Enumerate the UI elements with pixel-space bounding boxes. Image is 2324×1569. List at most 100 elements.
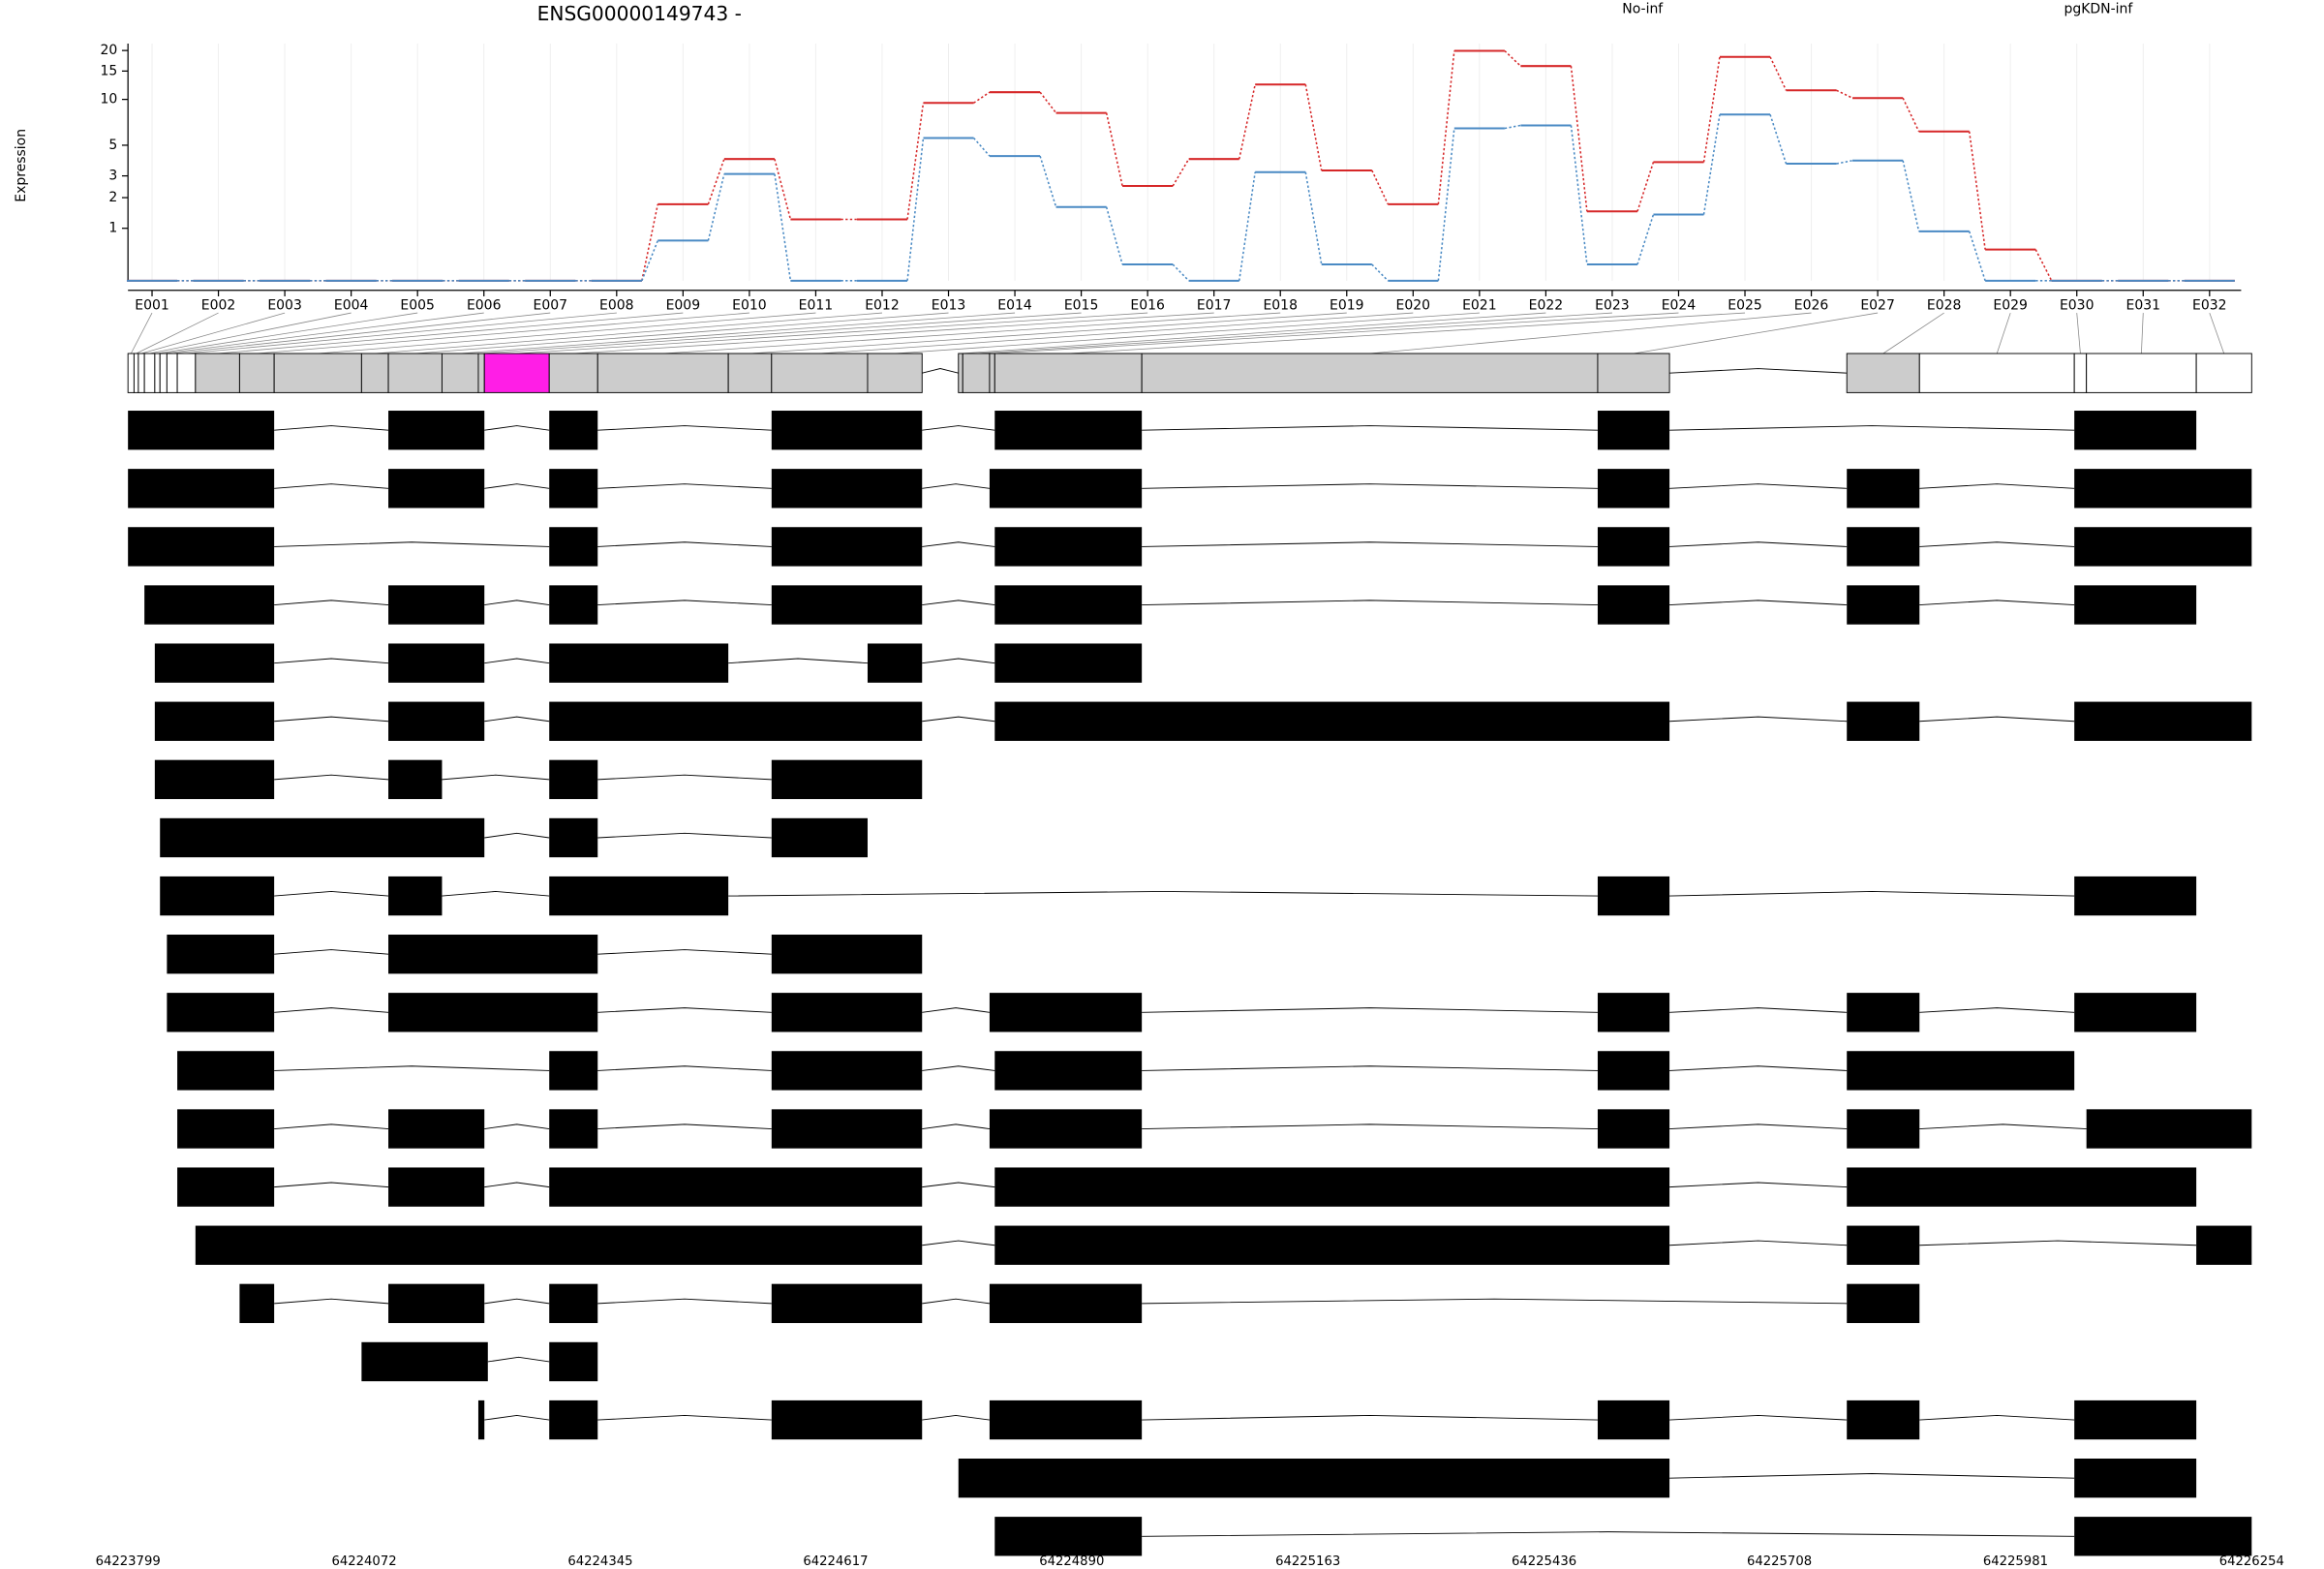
transcript-exon bbox=[167, 993, 275, 1032]
transcript-exon bbox=[128, 527, 275, 567]
step-connector bbox=[1968, 131, 1986, 250]
step-connector bbox=[1968, 231, 1986, 282]
transcript-exon bbox=[994, 1051, 1143, 1091]
transcript-exon bbox=[989, 993, 1143, 1032]
x-tick-label: E020 bbox=[1396, 297, 1430, 313]
exon-connector bbox=[516, 312, 1148, 354]
transcript-exon bbox=[994, 1225, 1670, 1265]
transcript-intron bbox=[1669, 1414, 1848, 1421]
transcript-exon bbox=[771, 817, 868, 858]
transcript-intron bbox=[922, 600, 995, 606]
exon-connector bbox=[960, 312, 1546, 354]
transcript-intron bbox=[1142, 1065, 1598, 1071]
step-connector bbox=[1902, 97, 1920, 133]
step-connector bbox=[1172, 263, 1190, 282]
transcript-exon bbox=[195, 1225, 923, 1265]
transcript-exon bbox=[128, 469, 275, 508]
transcript-exon bbox=[549, 817, 598, 858]
exon bbox=[159, 353, 168, 393]
transcript-intron bbox=[1669, 890, 2075, 897]
x-tick-label: E027 bbox=[1860, 297, 1894, 313]
exon bbox=[1597, 353, 1670, 393]
x-tick-label: E008 bbox=[599, 297, 634, 313]
step-connector bbox=[1238, 84, 1256, 160]
transcript-exon bbox=[1597, 585, 1670, 625]
transcript-exon bbox=[771, 411, 923, 450]
step-connector bbox=[972, 137, 991, 157]
exon bbox=[154, 353, 161, 393]
transcript-exon bbox=[167, 935, 275, 974]
transcript-exon bbox=[549, 1341, 598, 1382]
y-tick-label: 15 bbox=[101, 63, 118, 78]
exon-connector bbox=[1068, 312, 1746, 354]
transcript-exon bbox=[388, 876, 443, 916]
exon bbox=[166, 353, 178, 393]
transcript-exon bbox=[2074, 876, 2197, 916]
exon-connector bbox=[2209, 312, 2225, 354]
step-connector bbox=[1504, 49, 1521, 67]
step-connector bbox=[641, 203, 659, 281]
genome-tick-label: 64226254 bbox=[2219, 1554, 2284, 1569]
transcript-exon bbox=[2086, 1109, 2252, 1149]
x-tick-label: E022 bbox=[1529, 297, 1564, 313]
exon bbox=[127, 353, 135, 393]
transcript-exon bbox=[771, 1051, 923, 1091]
transcript-intron bbox=[274, 1123, 389, 1129]
exon bbox=[138, 353, 145, 393]
transcript-intron bbox=[274, 1298, 389, 1305]
transcript-exon bbox=[1847, 585, 1920, 625]
transcript-intron bbox=[484, 483, 550, 489]
exon-connector bbox=[414, 312, 949, 354]
exon-connector bbox=[186, 312, 617, 354]
chart-title: ENSG00000149743 - bbox=[537, 2, 742, 25]
exon bbox=[483, 353, 550, 393]
transcript-exon bbox=[549, 469, 598, 508]
transcript-exon bbox=[388, 643, 485, 683]
transcript-exon bbox=[154, 643, 275, 683]
transcript-exon bbox=[1597, 1051, 1670, 1091]
legend-entry: pgKDN-inf bbox=[2064, 1, 2133, 16]
y-tick-label: 1 bbox=[108, 221, 117, 236]
step-connector bbox=[1504, 124, 1521, 130]
exon-connector bbox=[2141, 313, 2144, 354]
step-connector bbox=[1304, 84, 1323, 171]
step-connector bbox=[906, 138, 925, 281]
transcript-intron bbox=[1669, 1182, 1848, 1188]
exon bbox=[1918, 353, 2075, 393]
transcript-intron bbox=[597, 774, 772, 781]
transcript-exon bbox=[1847, 1283, 1920, 1324]
transcript-exon bbox=[2074, 411, 2197, 450]
x-tick-label: E010 bbox=[732, 297, 767, 313]
transcript-exon bbox=[549, 1167, 923, 1207]
transcript-intron bbox=[1919, 483, 2075, 489]
transcript-exon bbox=[388, 759, 443, 800]
transcript-exon bbox=[361, 1341, 488, 1382]
transcript-exon bbox=[1847, 1400, 1920, 1440]
transcript-intron bbox=[274, 600, 389, 606]
x-tick-label: E007 bbox=[534, 297, 568, 313]
transcript-intron bbox=[274, 716, 389, 723]
step-connector bbox=[1570, 66, 1588, 212]
transcript-exon bbox=[160, 876, 275, 916]
transcript-exon bbox=[958, 1458, 1670, 1498]
transcript-exon bbox=[388, 1283, 485, 1324]
transcript-exon bbox=[2074, 585, 2197, 625]
transcript-exon bbox=[771, 469, 923, 508]
step-connector bbox=[641, 240, 659, 282]
transcript-exon bbox=[2074, 469, 2252, 508]
y-tick-label: 2 bbox=[108, 190, 117, 205]
x-tick-label: E031 bbox=[2126, 297, 2161, 313]
transcript-intron bbox=[922, 716, 995, 723]
transcript-intron bbox=[597, 1123, 772, 1129]
transcript-exon bbox=[388, 1109, 485, 1149]
exon bbox=[727, 353, 773, 393]
transcript-intron bbox=[1919, 600, 2075, 606]
transcript-exon bbox=[2196, 1225, 2252, 1265]
transcript-exon bbox=[549, 643, 729, 683]
exon-connector bbox=[318, 312, 816, 354]
transcript-intron bbox=[1669, 1240, 1848, 1246]
transcript-intron bbox=[484, 1298, 550, 1305]
transcript-exon bbox=[994, 643, 1143, 683]
transcript-intron bbox=[1142, 600, 1598, 606]
